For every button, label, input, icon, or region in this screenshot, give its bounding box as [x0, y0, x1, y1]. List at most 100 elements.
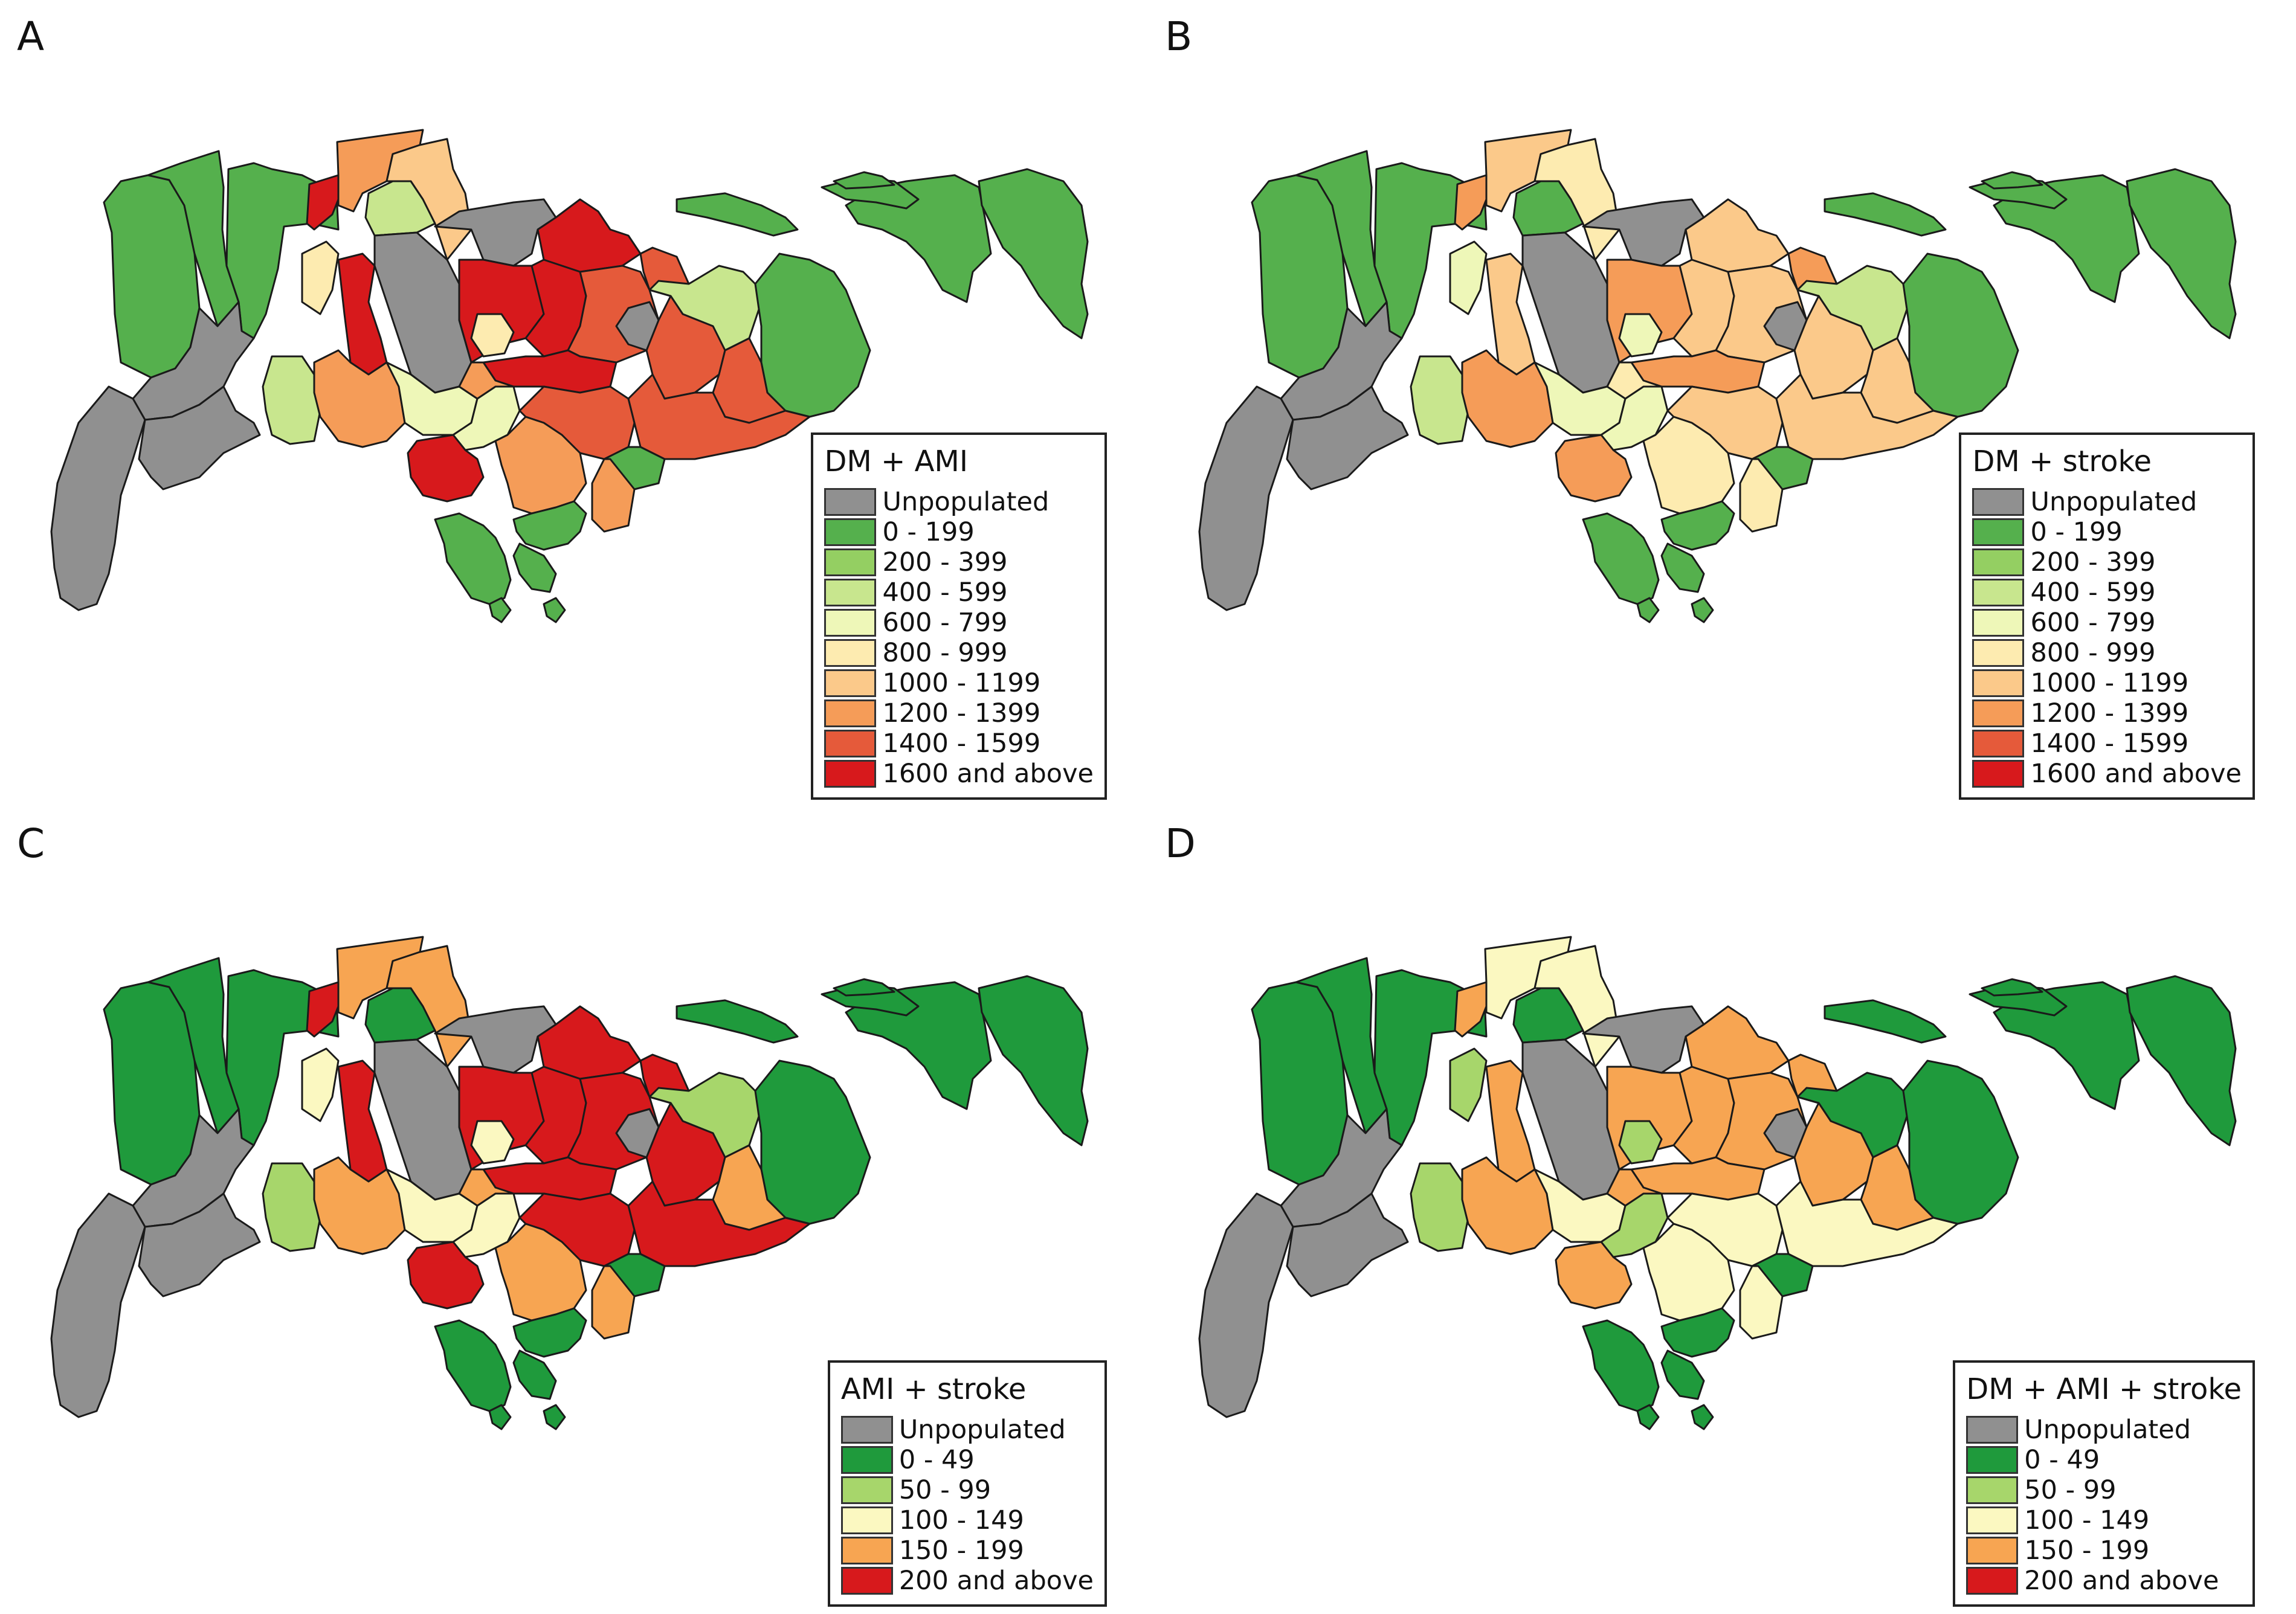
legend-item: 600 - 799 — [1972, 608, 2242, 638]
map-region — [470, 313, 515, 358]
map-region — [615, 301, 660, 352]
legend-swatch — [1966, 1416, 2019, 1444]
legend-item: 50 - 99 — [840, 1475, 1094, 1505]
map-island — [2126, 168, 2237, 339]
map-region — [1606, 1168, 1663, 1207]
map-region — [337, 252, 388, 376]
legend-item: 0 - 49 — [840, 1445, 1094, 1475]
legend-swatch — [1966, 1567, 2019, 1595]
map-region — [50, 385, 146, 611]
map-region — [1198, 1192, 1294, 1418]
legend-swatch — [840, 1567, 893, 1595]
legend-item: Unpopulated — [1972, 487, 2242, 517]
legend-item: 1200 - 1399 — [1972, 698, 2242, 728]
legend-label: Unpopulated — [2030, 487, 2198, 517]
legend-swatch — [840, 1476, 893, 1504]
map-region — [1582, 512, 1660, 605]
legend-item: 50 - 99 — [1966, 1475, 2242, 1505]
legend-swatch — [1972, 609, 2025, 637]
map-island — [488, 597, 512, 623]
map-region — [1251, 174, 1349, 379]
legend-item: 150 - 199 — [840, 1535, 1094, 1566]
map-region — [1993, 174, 2140, 303]
legend-label: 50 - 99 — [898, 1475, 992, 1505]
map-region — [452, 385, 521, 451]
map-region — [407, 434, 485, 503]
map-island — [543, 1404, 566, 1430]
legend-label: 1000 - 1199 — [882, 668, 1041, 698]
legend-item: 1000 - 1199 — [1972, 668, 2242, 698]
legend-swatch — [824, 760, 877, 788]
choropleth-map — [1198, 129, 2237, 623]
legend-swatch — [824, 669, 877, 697]
legend-swatch — [824, 488, 877, 516]
map-region — [1485, 1059, 1536, 1183]
map-region — [1739, 1265, 1784, 1340]
map-legend: DM + AMI + stroke Unpopulated 0 - 49 50 - … — [1953, 1360, 2255, 1607]
map-island — [1660, 1349, 1705, 1400]
legend-label: 200 - 399 — [2030, 547, 2156, 577]
legend-swatch — [1966, 1506, 2019, 1534]
map-region — [591, 458, 636, 533]
map-region — [301, 240, 340, 315]
panel-label: D — [1165, 820, 1196, 867]
map-region — [138, 1192, 261, 1297]
legend-swatch — [824, 579, 877, 606]
legend-swatch — [824, 639, 877, 667]
legend-label: Unpopulated — [898, 1415, 1066, 1445]
legend-label: 1400 - 1599 — [882, 728, 1041, 759]
choropleth-map — [1198, 936, 2237, 1430]
map-region — [1660, 1307, 1735, 1358]
legend-swatch — [840, 1506, 893, 1534]
map-region — [1618, 313, 1663, 358]
legend-item: 200 - 399 — [1972, 547, 2242, 577]
legend-item: 400 - 599 — [1972, 577, 2242, 608]
map-region — [754, 252, 871, 418]
legend-item: 0 - 199 — [824, 517, 1094, 547]
legend-item: 200 and above — [840, 1566, 1094, 1596]
map-region — [1642, 416, 1735, 515]
legend-title: AMI + stroke — [840, 1372, 1027, 1406]
legend-swatch — [1972, 518, 2025, 546]
legend-label: 600 - 799 — [2030, 608, 2156, 638]
map-island — [1981, 978, 2043, 997]
map-region — [1198, 385, 1294, 611]
map-island — [543, 597, 566, 623]
map-region — [512, 1307, 587, 1358]
legend-item: 600 - 799 — [824, 608, 1094, 638]
map-region — [407, 1241, 485, 1310]
map-region — [537, 1005, 642, 1080]
map-region — [1555, 434, 1633, 503]
legend-swatch — [824, 548, 877, 576]
legend-item: Unpopulated — [840, 1415, 1094, 1445]
map-region — [458, 1168, 515, 1207]
legend-swatch — [1972, 699, 2025, 727]
map-region — [1902, 1059, 2019, 1225]
map-region — [301, 1047, 340, 1122]
legend-item: 400 - 599 — [824, 577, 1094, 608]
legend-item: Unpopulated — [824, 487, 1094, 517]
map-region — [1485, 252, 1536, 376]
legend-label: 200 and above — [898, 1566, 1094, 1596]
legend-item: 1400 - 1599 — [824, 728, 1094, 759]
map-region — [1606, 361, 1663, 400]
map-legend: AMI + stroke Unpopulated 0 - 49 50 - 99 100… — [827, 1360, 1107, 1607]
panel-d: D DM + AMI + stroke Unpopulated 0 - 49 50 … — [1148, 807, 2296, 1614]
panel-label: C — [17, 820, 45, 867]
legend-item: 0 - 49 — [1966, 1445, 2242, 1475]
map-region — [1739, 458, 1784, 533]
map-island — [512, 542, 557, 593]
map-island — [833, 978, 895, 997]
legend-item: 800 - 999 — [824, 638, 1094, 668]
map-region — [50, 1192, 146, 1418]
map-legend: DM + AMI Unpopulated 0 - 199 200 - 399 400 … — [811, 432, 1107, 800]
legend-label: Unpopulated — [882, 487, 1050, 517]
panel-label: B — [1165, 13, 1193, 60]
map-region — [494, 416, 587, 515]
legend-swatch — [1972, 730, 2025, 757]
map-region — [1286, 385, 1409, 490]
map-region — [615, 1108, 660, 1159]
map-island — [488, 1404, 512, 1430]
map-island — [833, 171, 895, 190]
legend-item: 0 - 199 — [1972, 517, 2242, 547]
